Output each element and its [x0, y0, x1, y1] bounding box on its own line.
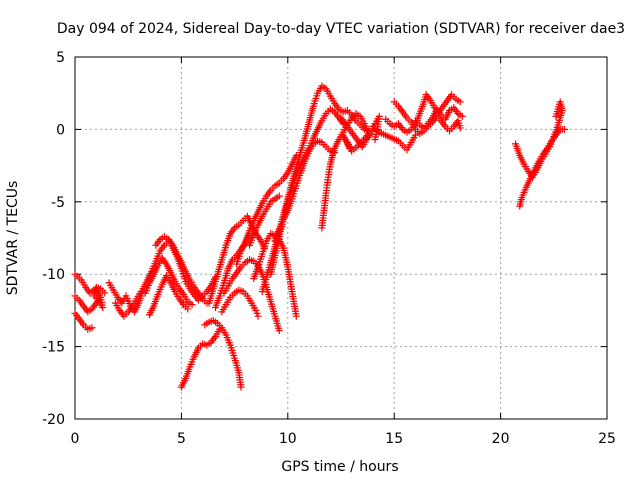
- chart-title: Day 094 of 2024, Sidereal Day-to-day VTE…: [57, 21, 625, 37]
- data-series: [411, 104, 466, 132]
- data-point: [97, 293, 105, 301]
- data-point: [188, 301, 196, 309]
- x-axis-label: GPS time / hours: [281, 459, 398, 475]
- grid-lines: [75, 57, 607, 419]
- data-series: [516, 125, 568, 210]
- data-point: [552, 112, 560, 120]
- data-point: [88, 324, 96, 332]
- data-series: [71, 309, 96, 333]
- y-tick-label: -10: [42, 267, 65, 283]
- data-point: [237, 383, 245, 391]
- data-point: [560, 125, 568, 133]
- data-series: [233, 151, 300, 268]
- x-tick-labels: 0 5 10 15 20 25: [71, 431, 616, 447]
- data-series: [105, 237, 219, 316]
- y-tick-label: -20: [42, 412, 65, 428]
- data-series: [318, 109, 373, 232]
- y-axis-label: SDTVAR / TECUs: [5, 181, 21, 296]
- y-tick-label: 5: [56, 50, 65, 66]
- x-tick-label: 5: [177, 431, 186, 447]
- data-series: [337, 112, 383, 151]
- x-tick-label: 10: [279, 431, 297, 447]
- data-series: [271, 137, 339, 245]
- data-point: [101, 289, 109, 297]
- data-point: [137, 288, 145, 296]
- x-tick-label: 0: [71, 431, 80, 447]
- data-point: [371, 136, 379, 144]
- data-point: [456, 124, 464, 132]
- data-series: [177, 325, 224, 391]
- y-tick-label: -5: [51, 195, 65, 211]
- data-point: [254, 312, 262, 320]
- x-tick-label: 25: [598, 431, 616, 447]
- x-tick-label: 20: [492, 431, 510, 447]
- data-point: [275, 327, 283, 335]
- data-points: [71, 82, 568, 391]
- data-series: [141, 254, 196, 309]
- plot-frame: [74, 56, 608, 420]
- data-series: [245, 192, 283, 249]
- data-series: [382, 91, 464, 136]
- data-series: [201, 317, 245, 391]
- data-point: [292, 312, 300, 320]
- data-point: [184, 305, 192, 313]
- data-series: [218, 286, 262, 320]
- data-series: [71, 292, 105, 316]
- data-series: [71, 270, 109, 312]
- data-point: [346, 144, 354, 152]
- data-series: [145, 272, 192, 319]
- y-tick-label: -15: [42, 340, 65, 356]
- data-series: [152, 233, 211, 307]
- data-point: [275, 192, 283, 200]
- data-series: [111, 288, 145, 320]
- y-tick-labels: -20 -15 -10 -5 0 5: [42, 50, 65, 428]
- x-tick-label: 15: [385, 431, 403, 447]
- data-point: [456, 98, 464, 106]
- y-tick-label: 0: [56, 122, 65, 138]
- data-series: [369, 123, 419, 154]
- data-point: [458, 112, 466, 120]
